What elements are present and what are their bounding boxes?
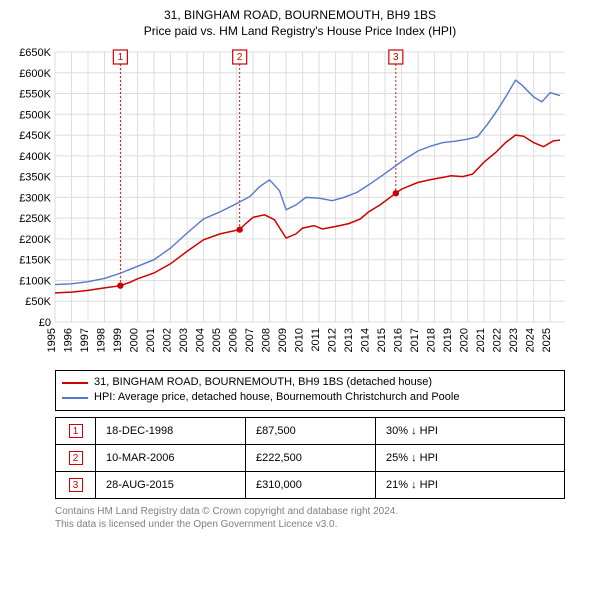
xtick: 2021 <box>475 328 487 352</box>
marker-label-2: 2 <box>237 52 243 63</box>
xtick: 1998 <box>96 328 108 352</box>
table-row: 3 28-AUG-2015£310,00021% ↓ HPI <box>56 471 565 498</box>
ytick: £400K <box>19 151 51 163</box>
ytick: £300K <box>19 192 51 204</box>
page-title: 31, BINGHAM ROAD, BOURNEMOUTH, BH9 1BS <box>10 8 590 22</box>
ytick: £150K <box>19 255 51 267</box>
ytick: £600K <box>19 68 51 80</box>
chart-svg: £0 £50K £100K £150K £200K £250K £300K £350K £400… <box>10 44 570 364</box>
legend-swatch <box>62 397 88 399</box>
transactions-table: 1 18-DEC-1998£87,50030% ↓ HPI 2 10-MAR-2006… <box>55 417 565 499</box>
xtick: 2018 <box>426 328 438 352</box>
row-delta: 21% ↓ HPI <box>376 471 565 498</box>
xtick: 2009 <box>277 328 289 352</box>
xtick: 2020 <box>459 328 471 352</box>
ytick: £50K <box>25 296 51 308</box>
xtick: 2019 <box>442 328 454 352</box>
row-price: £310,000 <box>246 471 376 498</box>
marker-label-3: 3 <box>393 52 399 63</box>
legend-label: 31, BINGHAM ROAD, BOURNEMOUTH, BH9 1BS (… <box>94 375 432 390</box>
legend-label: HPI: Average price, detached house, Bour… <box>94 390 459 405</box>
legend-row: HPI: Average price, detached house, Bour… <box>62 390 558 405</box>
chart: £0 £50K £100K £150K £200K £250K £300K £350K £400… <box>10 44 590 364</box>
ytick: £200K <box>19 234 51 246</box>
xtick: 2006 <box>228 328 240 352</box>
xtick: 2001 <box>145 328 157 352</box>
ytick: £350K <box>19 172 51 184</box>
xtick: 2000 <box>129 328 141 352</box>
legend-row: 31, BINGHAM ROAD, BOURNEMOUTH, BH9 1BS (… <box>62 375 558 390</box>
xtick: 2024 <box>525 328 537 352</box>
ytick: £250K <box>19 213 51 225</box>
legend: 31, BINGHAM ROAD, BOURNEMOUTH, BH9 1BS (… <box>55 370 565 411</box>
marker-point-3 <box>393 190 399 196</box>
row-delta: 25% ↓ HPI <box>376 444 565 471</box>
ytick: £650K <box>19 47 51 59</box>
xtick: 2010 <box>294 328 306 352</box>
xtick: 2002 <box>162 328 174 352</box>
footer-line-1: Contains HM Land Registry data © Crown c… <box>55 505 590 518</box>
xtick: 2025 <box>541 328 553 352</box>
xtick: 2023 <box>508 328 520 352</box>
xtick: 2008 <box>261 328 273 352</box>
row-date: 28-AUG-2015 <box>96 471 246 498</box>
xtick: 2015 <box>376 328 388 352</box>
row-marker: 3 <box>69 478 83 492</box>
legend-swatch <box>62 382 88 384</box>
xtick: 2013 <box>343 328 355 352</box>
marker-point-1 <box>117 282 123 288</box>
xtick: 1995 <box>46 328 58 352</box>
page-subtitle: Price paid vs. HM Land Registry's House … <box>10 24 590 38</box>
ytick: £0 <box>39 317 51 329</box>
xtick: 2022 <box>492 328 504 352</box>
xtick: 2012 <box>327 328 339 352</box>
ytick: £100K <box>19 275 51 287</box>
ytick: £450K <box>19 130 51 142</box>
row-date: 10-MAR-2006 <box>96 444 246 471</box>
table-row: 1 18-DEC-1998£87,50030% ↓ HPI <box>56 417 565 444</box>
footer-line-2: This data is licensed under the Open Gov… <box>55 518 590 531</box>
ytick: £500K <box>19 109 51 121</box>
xtick: 1997 <box>79 328 91 352</box>
ytick: £550K <box>19 89 51 101</box>
xtick: 2017 <box>409 328 421 352</box>
xtick: 2004 <box>195 328 207 352</box>
xtick: 1996 <box>63 328 75 352</box>
xtick: 1999 <box>112 328 124 352</box>
row-price: £87,500 <box>246 417 376 444</box>
footer: Contains HM Land Registry data © Crown c… <box>55 505 590 531</box>
marker-label-1: 1 <box>118 52 124 63</box>
xtick: 2007 <box>244 328 256 352</box>
row-marker: 2 <box>69 451 83 465</box>
table-row: 2 10-MAR-2006£222,50025% ↓ HPI <box>56 444 565 471</box>
xtick: 2014 <box>360 328 372 352</box>
marker-point-2 <box>236 226 242 232</box>
row-date: 18-DEC-1998 <box>96 417 246 444</box>
row-marker: 1 <box>69 424 83 438</box>
xtick: 2005 <box>211 328 223 352</box>
xtick: 2003 <box>178 328 190 352</box>
xtick: 2011 <box>310 328 322 352</box>
row-delta: 30% ↓ HPI <box>376 417 565 444</box>
row-price: £222,500 <box>246 444 376 471</box>
xtick: 2016 <box>393 328 405 352</box>
